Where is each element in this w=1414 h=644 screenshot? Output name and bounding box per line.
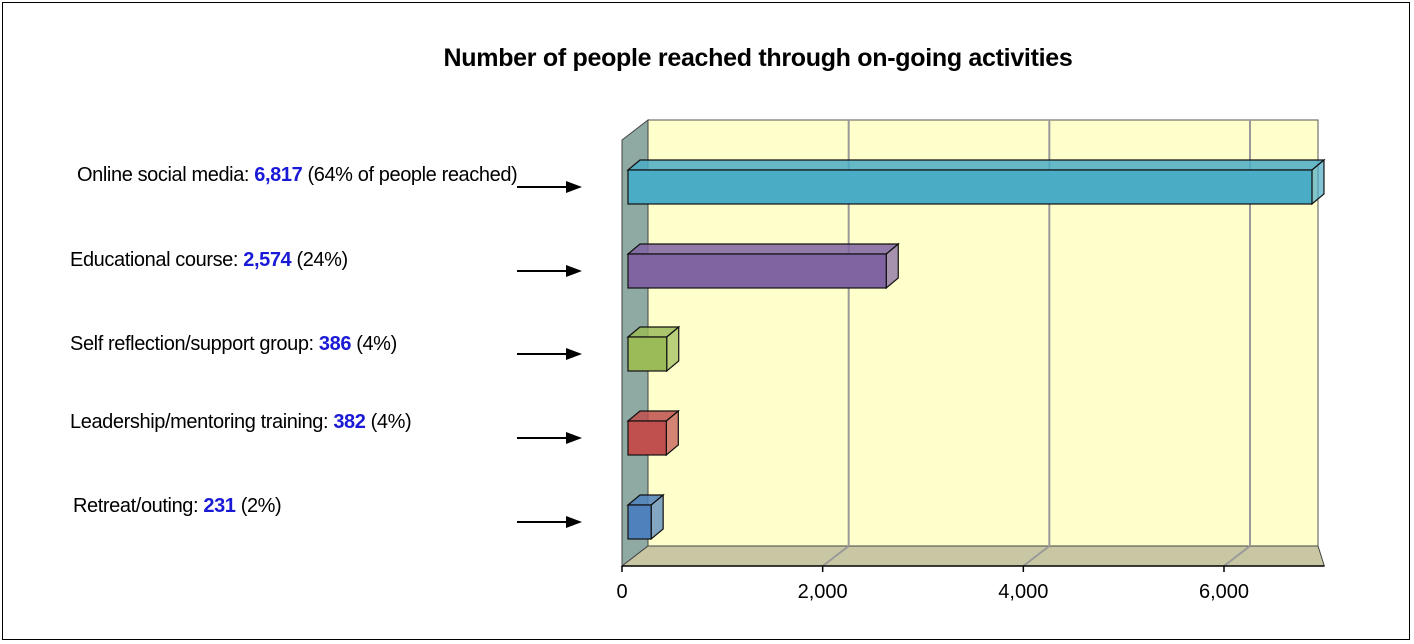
bar xyxy=(627,336,668,372)
category-label-self-reflection: Self reflection/support group: 386 (4%) xyxy=(70,328,397,360)
chart-title: Number of people reached through on-goin… xyxy=(443,44,1073,72)
category-label-online-social-media: Online social media: 6,817 (64% of peopl… xyxy=(77,160,527,191)
category-suffix: (4%) xyxy=(365,411,412,433)
category-value: 231 xyxy=(203,495,236,517)
category-value: 386 xyxy=(318,333,352,355)
bar-top xyxy=(626,243,900,255)
category-suffix: (4%) xyxy=(351,333,397,355)
arrow-head-icon xyxy=(566,181,582,193)
bar xyxy=(627,504,652,540)
plot-floor xyxy=(620,545,1326,567)
x-tick-label: 0 xyxy=(616,581,627,603)
bar xyxy=(627,253,887,289)
category-label-leadership: Leadership/mentoring training: 382 (4%) xyxy=(70,406,412,438)
gridline-floor xyxy=(1022,545,1050,567)
x-tick-label: 2,000 xyxy=(798,581,848,603)
category-name: Self reflection/support group: xyxy=(70,333,319,355)
category-name: Retreat/outing: xyxy=(73,495,204,517)
category-value: 6,817 xyxy=(254,164,303,186)
category-suffix: (24%) xyxy=(291,249,348,271)
category-name: Leadership/mentoring training: xyxy=(70,411,334,433)
bar xyxy=(627,420,667,456)
bar xyxy=(627,169,1313,205)
category-value: 382 xyxy=(333,411,366,433)
category-suffix: (64% of people reached) xyxy=(302,164,518,186)
x-tick-label: 6,000 xyxy=(1199,581,1249,603)
arrow-head-icon xyxy=(566,516,582,528)
category-label-retreat: Retreat/outing: 231 (2%) xyxy=(73,490,282,522)
gridline-floor xyxy=(1223,545,1251,567)
gridline-floor xyxy=(822,545,850,567)
category-label-educational-course: Educational course: 2,574 (24%) xyxy=(70,244,348,276)
category-name: Educational course: xyxy=(70,249,244,271)
arrow-head-icon xyxy=(566,432,582,444)
category-name: Online social media: xyxy=(77,164,255,186)
arrow-head-icon xyxy=(566,348,582,360)
bar-top xyxy=(626,159,1326,171)
x-tick-label: 4,000 xyxy=(998,581,1048,603)
category-suffix: (2%) xyxy=(235,495,282,517)
category-value: 2,574 xyxy=(243,249,292,271)
arrow-head-icon xyxy=(566,265,582,277)
